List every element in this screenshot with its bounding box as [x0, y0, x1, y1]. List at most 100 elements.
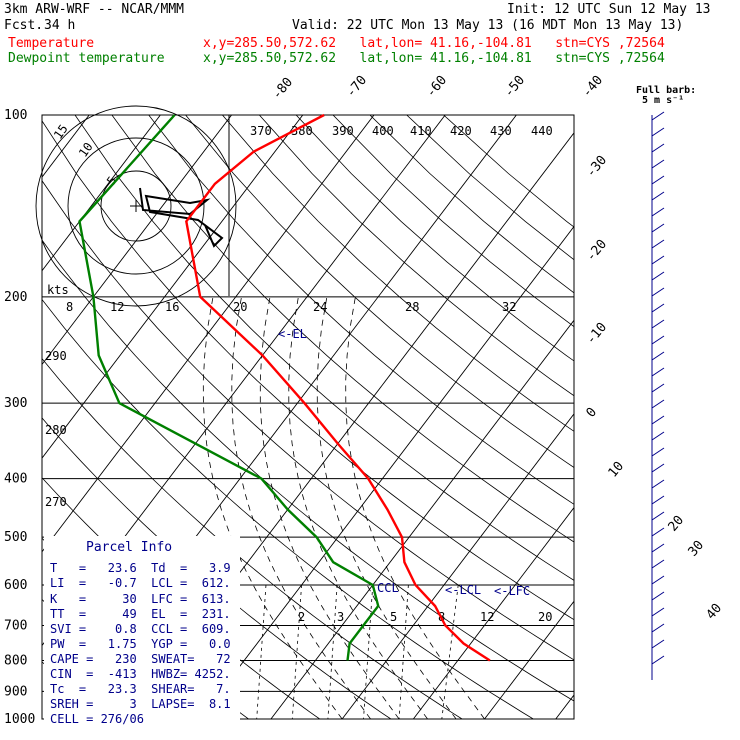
isotherm — [42, 115, 304, 459]
hodograph-speed-label: 16 — [165, 300, 179, 314]
dry-adiabat — [42, 298, 534, 719]
isotherm — [698, 115, 740, 719]
hodograph-ring-label: 15 — [51, 122, 71, 142]
dry-adiabat — [148, 115, 574, 505]
wind-barb — [651, 575, 665, 585]
isotherm-label: -20 — [584, 237, 611, 265]
hodograph-ring — [67, 137, 205, 275]
temperature-line — [185, 113, 491, 662]
model-title: 3km ARW-WRF -- NCAR/MMM — [4, 2, 185, 17]
parcel-row: PW = 1.75 YGP = 0.0 — [50, 637, 231, 651]
theta-label: 380 — [291, 124, 313, 138]
wind-barb — [651, 143, 665, 153]
sounding-annotation: <-LFC — [494, 584, 530, 598]
sounding-annotation: <-LCL — [445, 583, 481, 597]
forecast-label: Fcst. — [4, 18, 44, 33]
wind-barb — [651, 655, 665, 665]
wind-barb — [651, 127, 665, 137]
dry-adiabat — [42, 180, 574, 661]
parcel-row: T = 23.6 Td = 3.9 — [50, 561, 231, 575]
wind-barb — [651, 399, 665, 409]
dry-adiabat — [295, 115, 574, 362]
parcel-row: LI = -0.7 LCL = 612. — [50, 576, 231, 590]
mixing-ratio-line — [256, 584, 267, 719]
theta-label: 410 — [410, 124, 432, 138]
isotherm-label: 30 — [686, 538, 708, 560]
isotherm — [199, 225, 574, 719]
mixing-ratio-label: 5 — [390, 610, 397, 624]
wind-barb — [651, 255, 665, 265]
hodograph-speed-label: 12 — [110, 300, 124, 314]
wind-barb — [651, 431, 665, 441]
isotherm — [341, 413, 574, 719]
parcel-row: CAPE = 230 SWEAT= 72 — [50, 652, 231, 666]
parcel-row: SREH = 3 LAPSE= 8.1 — [50, 697, 231, 711]
theta-label: 290 — [45, 349, 67, 363]
wind-barb — [651, 351, 665, 361]
isotherm — [270, 319, 574, 719]
dewpoint-line — [78, 114, 380, 661]
isotherm — [555, 694, 574, 719]
wind-barb — [651, 111, 665, 121]
dry-adiabat — [42, 239, 574, 702]
hodograph — [35, 105, 237, 307]
wind-barb — [651, 191, 665, 201]
isotherms — [42, 115, 740, 719]
parcel-info-panel: Parcel Info T = 23.6 Td = 3.9 LI = -0.7 … — [44, 536, 240, 726]
pressure-tick-label: 900 — [4, 684, 27, 699]
wind-barb — [651, 607, 665, 617]
pressure-tick-label: 400 — [4, 472, 27, 487]
hodograph-speed-unit: kts — [47, 283, 69, 297]
isotherm-label: -80 — [270, 75, 297, 103]
theta-label: 370 — [250, 124, 272, 138]
parcel-info-title: Parcel Info — [86, 540, 173, 555]
wind-barb — [651, 303, 665, 313]
hodograph-speed-label: 32 — [502, 300, 516, 314]
barb-key-label: Full barb: — [636, 85, 697, 96]
isotherm-label: -50 — [502, 73, 529, 101]
wind-barb — [651, 159, 665, 169]
wind-barb — [651, 591, 665, 601]
mixing-ratio-line — [327, 584, 338, 719]
wind-barb — [651, 287, 665, 297]
moist-adiabat — [316, 296, 457, 719]
mixing-ratio-line — [398, 584, 409, 719]
wind-barb — [651, 367, 665, 377]
wind-barb — [651, 559, 665, 569]
wind-barb — [651, 335, 665, 345]
mixing-ratio-label: 3 — [337, 610, 344, 624]
wind-barb — [651, 447, 665, 457]
pressure-tick-label: 100 — [4, 108, 27, 123]
isotherm-label: -70 — [344, 73, 371, 101]
moist-adiabat — [345, 296, 485, 719]
wind-barb — [651, 463, 665, 473]
wind-barbs — [651, 111, 665, 680]
hodograph-ring-label: 10 — [76, 140, 96, 160]
isotherm-label: 20 — [666, 513, 688, 535]
wind-barb — [651, 271, 665, 281]
mixing-ratio-line — [441, 584, 459, 719]
parcel-row: CIN = -413 HWBZ= 4252. — [50, 667, 231, 681]
moist-adiabat — [259, 296, 400, 719]
wind-barb — [651, 319, 665, 329]
init-time: Init: 12 UTC Sun 12 May 13 — [507, 2, 711, 17]
hodograph-speed-label: 24 — [313, 300, 327, 314]
wind-barb — [651, 383, 665, 393]
isotherm-label: -60 — [424, 73, 451, 101]
valid-time: Valid: 22 UTC Mon 13 May 13 (16 MDT Mon … — [292, 18, 684, 33]
annotations: <-EL CCL <-LCL <-LFC — [278, 327, 530, 598]
dry-adiabat — [74, 115, 574, 581]
pressure-tick-label: 500 — [4, 530, 27, 545]
hodograph-trace — [139, 187, 224, 248]
dry-adiabat — [111, 115, 574, 543]
wind-barb — [651, 495, 665, 505]
dry-adiabat — [185, 115, 574, 468]
isotherm — [42, 115, 232, 366]
parcel-row: K = 30 LFC = 613. — [50, 592, 231, 606]
pressure-tick-label: 200 — [4, 290, 27, 305]
dry-adiabat — [222, 115, 574, 432]
sounding-annotation: <-EL — [278, 327, 307, 341]
temperature-label: Temperature — [8, 36, 95, 51]
pressure-tick-label: 700 — [4, 618, 27, 633]
isotherm — [627, 115, 740, 719]
